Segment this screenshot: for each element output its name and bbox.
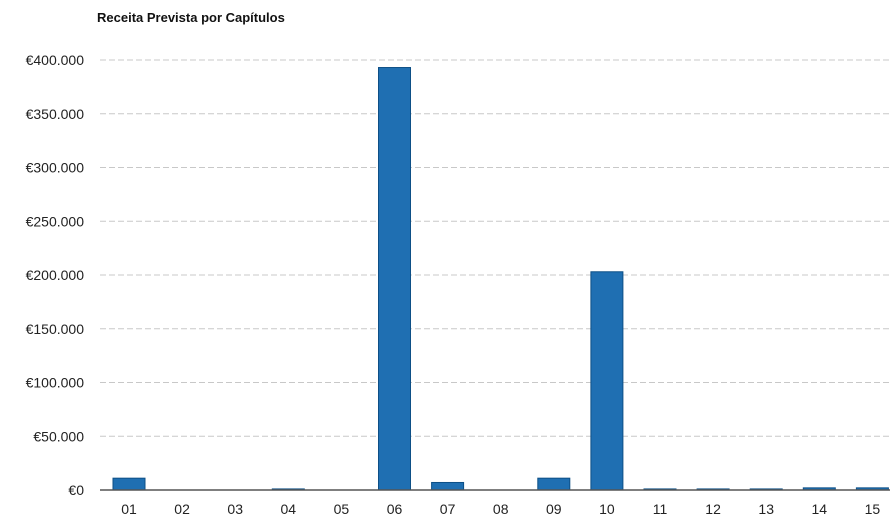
x-tick-label: 14 [812, 501, 828, 517]
y-axis-tick-labels: €0 €50.000 €100.000 €150.000 €200.000 €250.00… [26, 52, 85, 498]
x-tick-label: 05 [334, 501, 350, 517]
bars [112, 67, 889, 491]
x-tick-label: 09 [546, 501, 562, 517]
bar-06 [378, 67, 411, 491]
bar-09 [537, 477, 571, 491]
y-tick-label: €350.000 [26, 106, 85, 122]
x-tick-label: 04 [281, 501, 297, 517]
bar-01 [112, 477, 146, 491]
gridlines [100, 59, 890, 437]
x-tick-label: 11 [653, 501, 668, 517]
y-tick-label: €150.000 [26, 321, 85, 337]
x-tick-label: 07 [440, 501, 456, 517]
y-tick-label: €250.000 [26, 213, 85, 229]
x-tick-label: 10 [599, 501, 615, 517]
y-tick-label: €100.000 [26, 375, 85, 391]
x-tick-label: 08 [493, 501, 509, 517]
x-axis-tick-labels: 01 02 03 04 05 06 07 08 09 10 11 12 13 14 15 [121, 501, 880, 517]
y-tick-label: €400.000 [26, 52, 85, 68]
y-tick-label: €0 [68, 482, 84, 498]
bar-07 [431, 481, 465, 491]
x-tick-label: 06 [387, 501, 403, 517]
x-tick-label: 13 [758, 501, 774, 517]
y-tick-label: €200.000 [26, 267, 85, 283]
x-tick-label: 03 [227, 501, 243, 517]
x-tick-label: 15 [865, 501, 881, 517]
x-tick-label: 01 [121, 501, 137, 517]
chart-title: Receita Prevista por Capítulos [97, 10, 285, 25]
y-tick-label: €50.000 [33, 428, 84, 444]
y-tick-label: €300.000 [26, 160, 85, 176]
bar-10 [590, 271, 624, 491]
x-tick-label: 02 [174, 501, 190, 517]
x-tick-label: 12 [705, 501, 721, 517]
